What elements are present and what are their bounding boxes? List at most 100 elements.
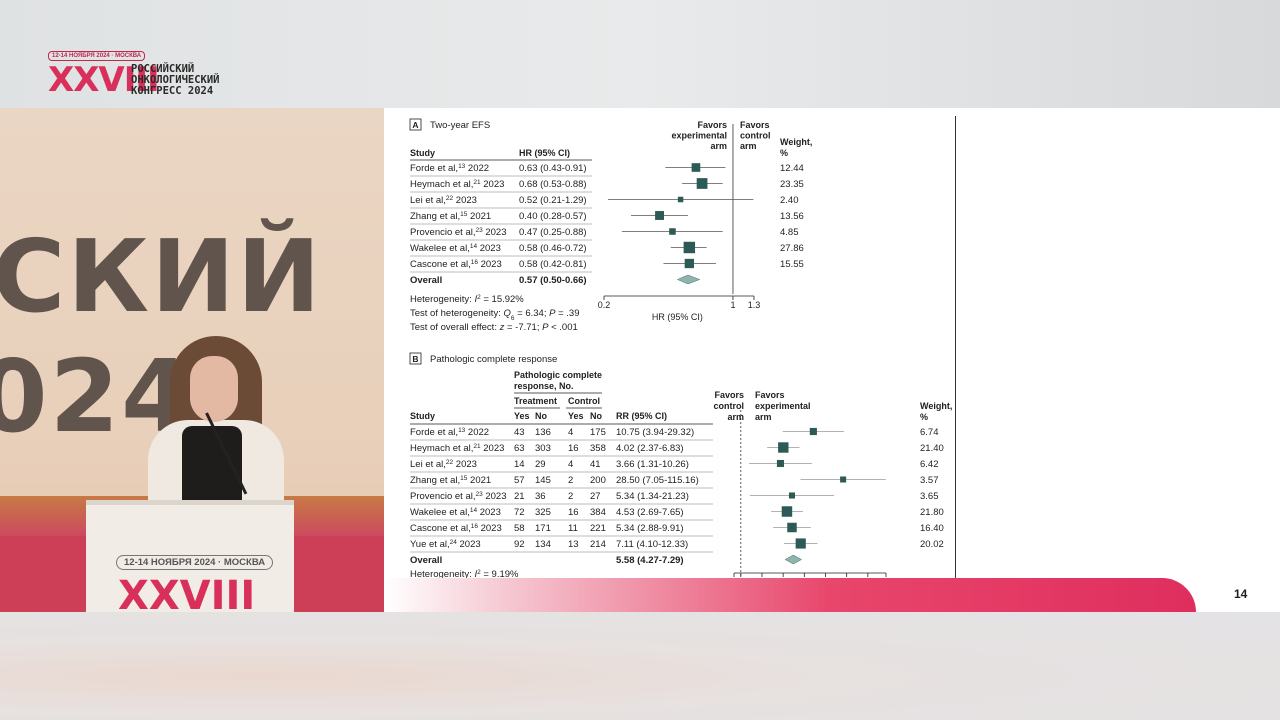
panel-a-test-heterogeneity: Test of heterogeneity: Q6 = 6.34; P = .3… — [410, 308, 580, 322]
panel-a-x-tick-label: 1 — [730, 300, 735, 310]
panel-a-ci-text: 0.52 (0.21-1.29) — [519, 195, 587, 206]
panel-b-favors-right-3: arm — [755, 412, 772, 422]
panel-b-point-marker — [778, 442, 789, 453]
panel-b-group-header-2: response, No. — [514, 381, 574, 391]
panel-a-point-marker — [696, 178, 708, 189]
panel-b-control-header: Control — [568, 396, 600, 406]
panel-a-weight-header: Weight, — [780, 137, 812, 147]
panel-b-study-label: Provencio et al,23 2023 — [410, 491, 507, 503]
panel-a-point-marker — [677, 196, 684, 203]
panel-b-t-yes: 63 — [514, 443, 525, 454]
panel-b-weight: 16.40 — [920, 523, 944, 534]
panel-b-t-yes: 14 — [514, 459, 525, 470]
panel-a-ci-text: 0.40 (0.28-0.57) — [519, 211, 587, 222]
panel-b-t-yes: 72 — [514, 507, 525, 518]
panel-a-test-overall: Test of overall effect: z = -7.71; P < .… — [410, 322, 578, 333]
panel-a-weight: 27.86 — [780, 243, 804, 254]
panel-b-t-yes: 57 — [514, 475, 525, 486]
panel-a-point-marker — [669, 228, 676, 235]
panel-a-ci-text: 0.63 (0.43-0.91) — [519, 163, 587, 174]
panel-b-c-yes: 2 — [568, 475, 573, 486]
panel-a-favors-left: Favors — [697, 120, 727, 130]
panel-b-t-yes: 92 — [514, 539, 525, 550]
panel-b-t-yes: 21 — [514, 491, 525, 502]
panel-b-favors-left-2: control — [714, 401, 745, 411]
panel-a-title: Two-year EFS — [430, 120, 490, 131]
panel-b-favors-right: Favors — [755, 390, 785, 400]
panel-b-point-marker — [788, 492, 796, 499]
panel-b-c-yes: 2 — [568, 491, 573, 502]
panel-a-favors-left: experimental — [671, 131, 727, 141]
panel-b-study-header: Study — [410, 411, 435, 421]
panel-a-letter-box — [409, 118, 422, 131]
panel-b-c-no: 214 — [590, 539, 606, 550]
panel-a-effect-header: HR (95% CI) — [519, 148, 570, 158]
bottom-background — [0, 612, 1280, 720]
panel-b-weight: 3.65 — [920, 491, 939, 502]
panel-a-favors-right: arm — [740, 141, 757, 151]
panel-a-overall-label: Overall — [410, 275, 442, 286]
panel-b-t-no: 303 — [535, 443, 551, 454]
panel-b-c-yes: 11 — [568, 523, 578, 534]
speaker-face — [190, 356, 238, 422]
panel-b-favors-left-3: arm — [727, 412, 744, 422]
panel-b-point-marker — [840, 476, 847, 483]
panel-b-t-no: 134 — [535, 539, 551, 550]
panel-b-heterogeneity: Heterogeneity: I2 = 9.19% — [410, 569, 519, 581]
logo-line-1: РОССИЙСКИЙ — [131, 63, 195, 75]
panel-a-weight: 4.85 — [780, 227, 799, 238]
panel-a-overall-ci: 0.57 (0.50-0.66) — [519, 275, 587, 286]
slide-number: 14 — [1234, 587, 1248, 601]
panel-b-t-no: 145 — [535, 475, 551, 486]
panel-a-favors-right: control — [740, 131, 771, 141]
panel-b-point-marker — [776, 459, 784, 468]
presentation-slide: A Two-year EFS Favors experimental arm Favors… — [384, 108, 1280, 612]
panel-a-study-label: Zhang et al,15 2021 — [410, 211, 491, 223]
panel-a-weight: 23.35 — [780, 179, 804, 190]
panel-b-point-marker — [787, 522, 797, 533]
panel-b-favors-right-2: experimental — [755, 401, 811, 411]
panel-b-c-no: 384 — [590, 507, 606, 518]
panel-b-weight: 20.02 — [920, 539, 944, 550]
forest-plot-svg: A Two-year EFS FavorsexperimentalarmFavors… — [409, 118, 952, 606]
panel-a-ci-text: 0.68 (0.53-0.88) — [519, 179, 587, 190]
panel-b-group-header: Pathologic complete — [514, 370, 602, 380]
panel-b-favors-left: Favors — [714, 390, 744, 400]
panel-b-weight-header-unit: % — [920, 412, 928, 422]
panel-a-ci-text: 0.47 (0.25-0.88) — [519, 227, 587, 238]
top-background — [0, 0, 1280, 108]
panel-b-treatment-header: Treatment — [514, 396, 557, 406]
podium: 12-14 НОЯБРЯ 2024 · МОСКВА XXVIII — [86, 500, 294, 612]
panel-a-weight: 15.55 — [780, 259, 804, 270]
panel-a-point-marker — [683, 241, 696, 254]
panel-a-favors-right: Favors — [740, 120, 770, 130]
panel-a-weight: 12.44 — [780, 163, 804, 174]
panel-b-study-label: Heymach et al,21 2023 — [410, 443, 504, 455]
panel-b-c-no-header: No — [590, 411, 602, 421]
panel-a-study-header: Study — [410, 148, 435, 158]
panel-b-t-no: 36 — [535, 491, 546, 502]
panel-b-t-no-header: No — [535, 411, 547, 421]
panel-b-overall-ci: 5.58 (4.27-7.29) — [616, 555, 684, 566]
panel-b-ci-text: 10.75 (3.94-29.32) — [616, 427, 694, 438]
panel-b-study-label: Cascone et al,16 2023 — [410, 523, 502, 535]
panel-b-ci-text: 5.34 (1.34-21.23) — [616, 491, 689, 502]
panel-b-c-no: 200 — [590, 475, 606, 486]
logo-date-pill: 12-14 НОЯБРЯ 2024 · МОСКВА — [48, 51, 146, 61]
panel-b-c-no: 175 — [590, 427, 606, 438]
panel-b-letter-box — [409, 352, 422, 365]
logo-roman-numeral: XXVIII — [48, 60, 160, 100]
panel-b-point-marker — [795, 538, 806, 549]
backdrop-text-1: СКИЙ — [0, 218, 323, 335]
panel-b-weight-header: Weight, — [920, 401, 952, 411]
speaker-video: СКИЙ 024 12-14 НОЯБРЯ 2024 · МОСКВА XXVI… — [0, 108, 384, 612]
panel-b-ci-text: 28.50 (7.05-115.16) — [616, 475, 699, 486]
panel-b-weight: 6.74 — [920, 427, 939, 438]
panel-a-letter: A — [412, 120, 418, 130]
panel-b-title: Pathologic complete response — [430, 354, 557, 365]
panel-b-c-yes: 4 — [568, 459, 573, 470]
panel-b-t-yes: 43 — [514, 427, 525, 438]
panel-b-overall-diamond — [784, 554, 803, 565]
panel-b-study-label: Wakelee et al,14 2023 — [410, 507, 501, 519]
panel-b-overall-label: Overall — [410, 555, 442, 566]
